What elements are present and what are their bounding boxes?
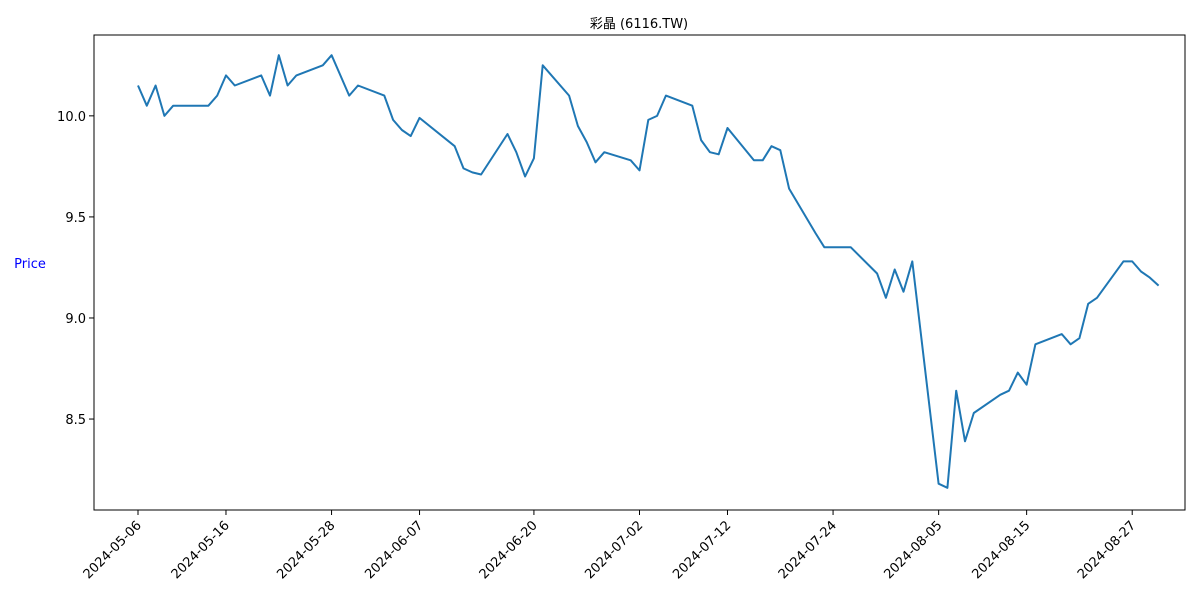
y-tick-label: 8.5 [65, 413, 86, 428]
series-layer [137, 54, 1160, 489]
y-tick-label: 10.0 [57, 110, 86, 125]
x-axis: 2024-05-06 2024-05-16 2024-05-28 2024-06-07… [81, 510, 1139, 582]
x-tick-label: 2024-07-02 [582, 518, 646, 582]
x-tick-label: 2024-07-24 [776, 518, 840, 582]
x-tick-label: 2024-08-27 [1075, 518, 1139, 582]
x-tick-label: 2024-06-07 [362, 518, 426, 582]
x-tick-label: 2024-07-12 [670, 518, 734, 582]
y-tick-label: 9.5 [65, 211, 86, 226]
y-axis: 8.5 9.0 9.5 10.0 [57, 110, 94, 428]
chart-title: 彩晶 (6116.TW) [590, 17, 688, 32]
price-series-line [137, 54, 1160, 489]
y-tick-label: 9.0 [65, 312, 86, 327]
y-axis-label: Price [14, 257, 46, 272]
x-tick-label: 2024-05-28 [274, 518, 338, 582]
x-tick-label: 2024-06-20 [477, 518, 541, 582]
x-tick-label: 2024-08-15 [969, 518, 1033, 582]
x-tick-label: 2024-08-05 [881, 518, 945, 582]
x-tick-label: 2024-05-16 [169, 518, 233, 582]
plot-area-frame [93, 34, 1186, 511]
x-tick-label: 2024-05-06 [81, 518, 145, 582]
